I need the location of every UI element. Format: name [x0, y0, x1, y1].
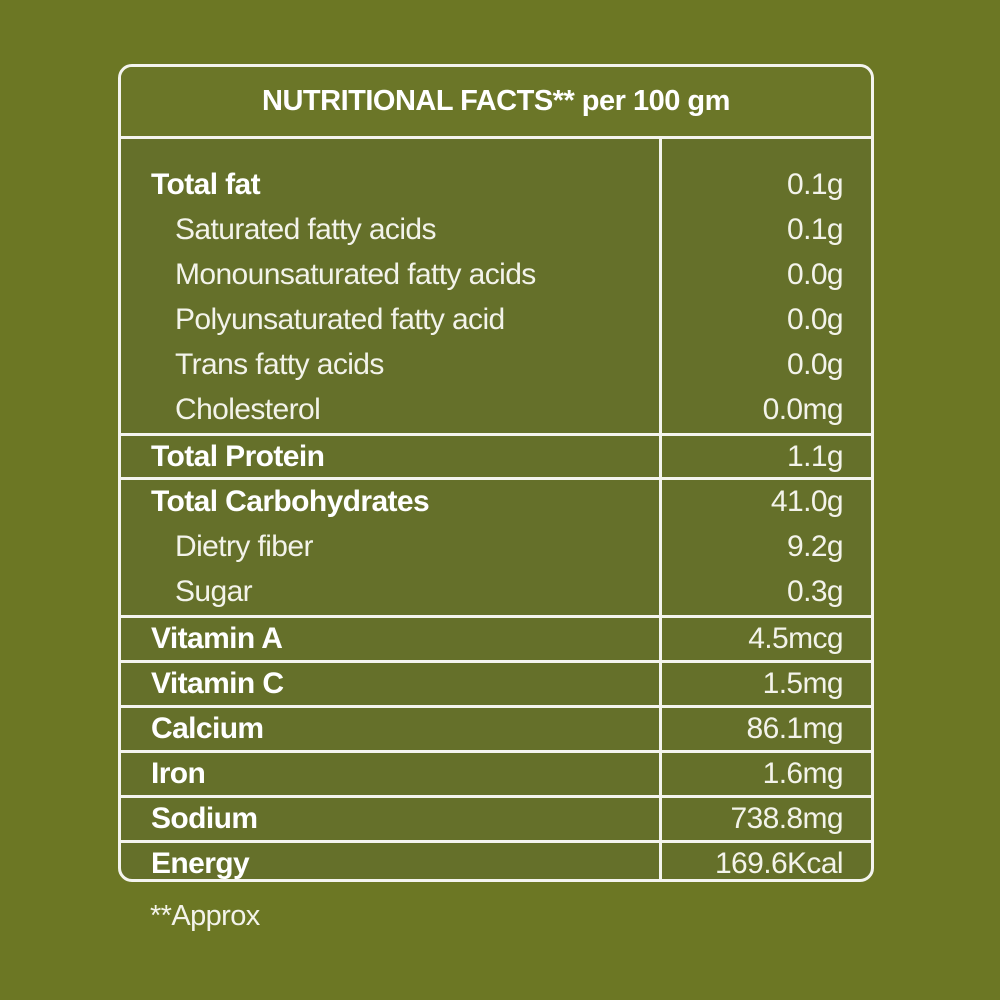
nutrient-value: 169.6Kcal [714, 847, 844, 880]
nutrient-label: Sodium [151, 802, 258, 835]
nutrient-label: Saturated fatty acids [175, 213, 436, 246]
nutrient-label: Cholesterol [175, 393, 321, 426]
nutrient-label: Dietry fiber [175, 530, 313, 563]
nutrient-value: 0.0g [787, 303, 844, 336]
nutrient-row-monounsaturated-fatty-acids: Monounsaturated fatty acids 0.0g [121, 253, 871, 298]
row-divider [121, 433, 871, 436]
nutrition-title-suffix: per 100 gm [574, 85, 731, 117]
row-divider [121, 660, 871, 663]
nutrient-value: 0.0g [787, 258, 844, 291]
nutrition-title-main: NUTRITIONAL FACTS** [262, 85, 575, 117]
row-divider [121, 795, 871, 798]
nutrient-row-polyunsaturated-fatty-acid: Polyunsaturated fatty acid 0.0g [121, 298, 871, 343]
nutrient-row-saturated-fatty-acids: Saturated fatty acids 0.1g [121, 208, 871, 253]
nutrient-label: Calcium [151, 712, 264, 745]
nutrient-value: 738.8mg [730, 802, 843, 835]
row-divider [121, 477, 871, 480]
nutrient-row-sodium: Sodium 738.8mg [121, 797, 871, 842]
nutrient-value: 0.1g [787, 213, 844, 246]
nutrient-label: Total fat [151, 168, 261, 201]
nutrient-label: Energy [151, 847, 250, 880]
row-divider [121, 840, 871, 843]
row-divider [121, 615, 871, 618]
nutrient-value: 1.1g [787, 440, 844, 473]
nutrient-label: Sugar [175, 575, 253, 608]
nutrition-facts-panel: NUTRITIONAL FACTS** per 100 gm Total fat… [118, 64, 874, 882]
nutrient-row-vitamin-c: Vitamin C 1.5mg [121, 662, 871, 707]
column-divider [659, 139, 662, 879]
nutrient-row-cholesterol: Cholesterol 0.0mg [121, 388, 871, 433]
nutrient-label: Polyunsaturated fatty acid [175, 303, 505, 336]
nutrient-label: Vitamin A [151, 622, 283, 655]
nutrient-label: Iron [151, 757, 206, 790]
nutrient-label: Trans fatty acids [175, 348, 384, 381]
nutrient-row-iron: Iron 1.6mg [121, 752, 871, 797]
nutrition-title: NUTRITIONAL FACTS** per 100 gm [262, 85, 730, 118]
nutrient-label: Total Protein [151, 440, 325, 473]
approx-footnote: **Approx [150, 900, 260, 932]
nutrient-value: 4.5mcg [748, 622, 843, 655]
nutrient-row-energy: Energy 169.6Kcal [121, 842, 871, 880]
nutrient-label: Monounsaturated fatty acids [175, 258, 536, 291]
nutrient-row-calcium: Calcium 86.1mg [121, 707, 871, 752]
nutrient-row-sugar: Sugar 0.3g [121, 570, 871, 615]
nutrient-value: 41.0g [770, 485, 844, 518]
nutrient-row-total-protein: Total Protein 1.1g [121, 435, 871, 480]
nutrient-label: Total Carbohydrates [151, 485, 430, 518]
nutrition-header: NUTRITIONAL FACTS** per 100 gm [121, 67, 871, 139]
nutrient-value: 1.6mg [762, 757, 844, 790]
nutrient-value: 0.1g [787, 168, 844, 201]
nutrient-label: Vitamin C [151, 667, 284, 700]
nutrient-value: 86.1mg [746, 712, 844, 745]
nutrient-value: 0.3g [787, 575, 844, 608]
row-divider [121, 705, 871, 708]
nutrient-row-total-carbohydrates: Total Carbohydrates 41.0g [121, 480, 871, 525]
nutrient-value: 9.2g [787, 530, 844, 563]
nutrient-row-dietry-fiber: Dietry fiber 9.2g [121, 525, 871, 570]
nutrient-row-trans-fatty-acids: Trans fatty acids 0.0g [121, 343, 871, 388]
row-divider [121, 750, 871, 753]
nutrient-value: 1.5mg [762, 667, 844, 700]
nutrient-row-vitamin-a: Vitamin A 4.5mcg [121, 617, 871, 662]
nutrient-value: 0.0mg [762, 393, 844, 426]
nutrient-value: 0.0g [787, 348, 844, 381]
nutrient-row-total-fat: Total fat 0.1g [121, 163, 871, 208]
